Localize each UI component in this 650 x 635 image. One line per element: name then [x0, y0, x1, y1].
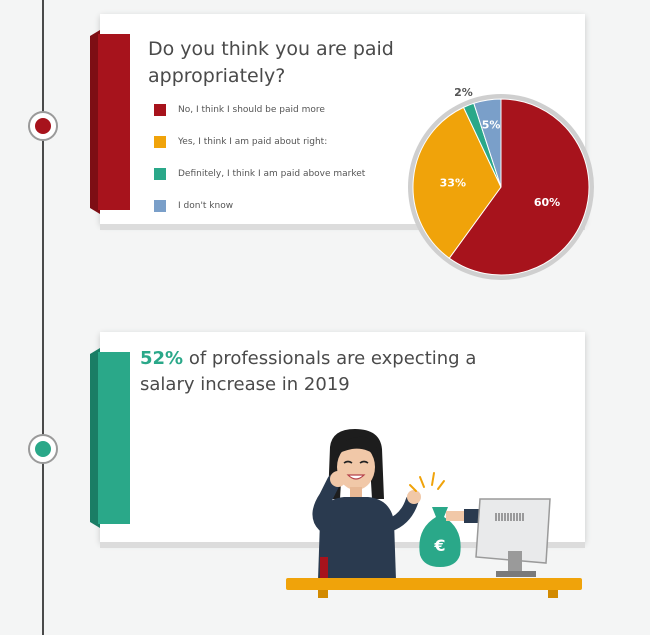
pie-label-paid-about-right: 33%	[440, 176, 466, 189]
survey-question: Do you think you are paid appropriately?	[148, 38, 394, 87]
pie-legend: No, I think I should be paid more Yes, I…	[154, 104, 365, 232]
euro-icon: €	[433, 536, 445, 555]
pie-label-no-paid-more: 60%	[534, 196, 560, 209]
insight-card-tab	[90, 348, 130, 528]
chair-icon	[320, 557, 328, 579]
timeline-node-red	[28, 111, 58, 141]
timeline-dot-red	[35, 118, 51, 134]
legend-swatch-orange	[154, 136, 166, 148]
hand-icon	[330, 471, 346, 487]
pie-slice-no-paid-more	[448, 98, 590, 276]
legend-label: I don't know	[178, 201, 234, 211]
legend-item: No, I think I should be paid more	[154, 104, 365, 116]
legend-label: Yes, I think I am paid about right:	[178, 137, 328, 147]
money-bag-icon	[419, 507, 461, 567]
timeline-line	[42, 0, 44, 635]
shirt-icon	[318, 497, 396, 580]
pie-label-paid-above-market: 2%	[454, 86, 473, 99]
timeline-dot-teal	[35, 441, 51, 457]
survey-card-tab	[90, 30, 130, 214]
sparkle-icon	[409, 472, 445, 492]
pie-chart: 60% 33% 2% 5%	[408, 86, 594, 280]
insight-headline: 52% of professionals are expecting a sal…	[140, 346, 520, 398]
desk-leg	[548, 590, 558, 598]
desk-leg	[318, 590, 328, 598]
salary-illustration: €	[312, 429, 551, 580]
timeline-node-teal	[28, 434, 58, 464]
pie-slice-paid-about-right	[412, 106, 502, 259]
face-icon	[337, 444, 375, 490]
legend-swatch-blue	[154, 200, 166, 212]
legend-item: I don't know	[154, 200, 365, 212]
insight-text: of professionals are expecting a salary …	[140, 348, 477, 395]
pie-label-dont-know: 5%	[482, 118, 501, 131]
legend-item: Definitely, I think I am paid above mark…	[154, 168, 365, 180]
pie-slice-dont-know	[473, 98, 502, 188]
legend-item: Yes, I think I am paid about right:	[154, 136, 365, 148]
monitor-icon	[475, 498, 551, 564]
legend-swatch-red	[154, 104, 166, 116]
desk	[286, 578, 582, 590]
legend-label: No, I think I should be paid more	[178, 105, 325, 115]
legend-label: Definitely, I think I am paid above mark…	[178, 169, 366, 179]
legend-swatch-teal	[154, 168, 166, 180]
insight-highlight: 52%	[140, 348, 184, 369]
